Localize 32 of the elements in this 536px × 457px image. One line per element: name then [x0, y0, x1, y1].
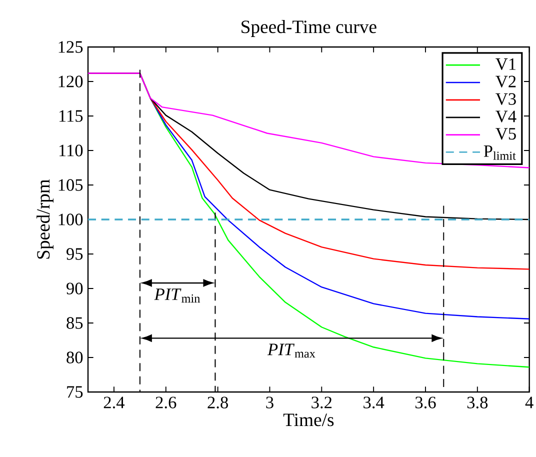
y-tick-label: 85: [66, 317, 83, 329]
y-axis-title: Speed/rpm: [36, 179, 54, 259]
y-tick-label: 80: [66, 352, 83, 364]
x-tick-label: 3.2: [312, 396, 332, 408]
x-axis-title: Time/s: [283, 414, 334, 426]
y-tick-label: 95: [66, 248, 83, 260]
y-tick-label: 110: [59, 144, 83, 156]
legend-label: V2: [496, 76, 516, 88]
annotation: PIT$_{min}$: [154, 288, 200, 302]
legend-label: V5: [496, 128, 516, 140]
x-tick-label: 3.6: [415, 396, 436, 408]
y-tick-label: 75: [67, 386, 83, 398]
x-tick-label: 3.4: [364, 396, 384, 408]
y-tick-label: 90: [66, 282, 83, 294]
legend-label: V1: [496, 58, 516, 70]
chart-title: Speed-Time curve: [242, 20, 376, 37]
y-tick-label: 120: [58, 76, 83, 88]
x-tick-label: 2.4: [104, 396, 125, 408]
y-tick-label: 105: [58, 179, 83, 191]
legend-label: V3: [496, 93, 516, 105]
y-tick-label: 100: [58, 214, 83, 226]
legend-label: V4: [496, 110, 516, 122]
annotation: PIT$_{max}$: [267, 344, 316, 358]
x-tick-label: 3: [266, 396, 274, 408]
legend-label: P$_{limit}$: [484, 145, 516, 160]
x-tick-label: 2.6: [156, 396, 176, 408]
x-tick-label: 2.8: [208, 396, 228, 408]
x-tick-label: 3.8: [467, 396, 488, 408]
line-series: [88, 72, 530, 168]
y-tick-label: 115: [59, 110, 83, 122]
x-tick-label: 4: [525, 396, 534, 408]
y-tick-label: 125: [58, 41, 83, 53]
